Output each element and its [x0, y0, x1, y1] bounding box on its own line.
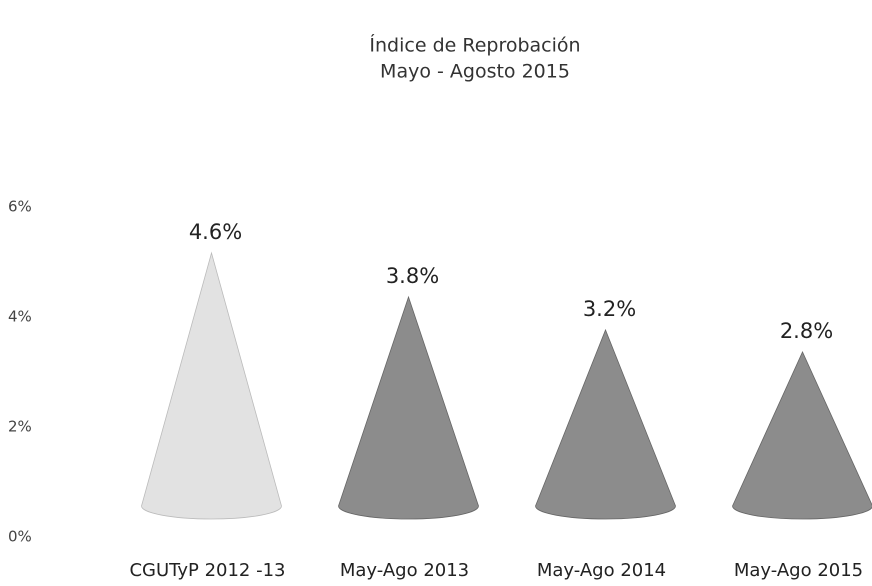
y-tick-label: 2% [8, 418, 32, 436]
x-tick-label: May-Ago 2013 [340, 560, 469, 581]
cone [141, 251, 282, 520]
value-label: 3.2% [583, 297, 636, 321]
chart-subtitle: Mayo - Agosto 2015 [380, 61, 570, 83]
x-tick-label: May-Ago 2014 [537, 560, 666, 581]
x-tick-label: CGUTyP 2012 -13 [129, 560, 285, 581]
y-tick-label: 0% [8, 528, 32, 546]
chart-title: Índice de Reprobación [369, 34, 580, 57]
value-label: 3.8% [386, 264, 439, 288]
y-tick-label: 6% [8, 198, 32, 216]
cone [338, 295, 479, 520]
cone [535, 328, 676, 520]
value-label: 2.8% [780, 319, 833, 343]
y-tick-label: 4% [8, 308, 32, 326]
cone [732, 351, 872, 520]
x-tick-label: May-Ago 2015 [734, 560, 863, 581]
value-label: 4.6% [189, 220, 242, 244]
